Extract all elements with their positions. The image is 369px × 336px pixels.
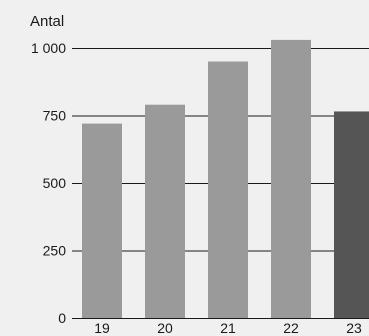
y-axis-tick-labels: 0 250 500 750 1 000 [31,40,66,326]
x-tick-label-19: 19 [94,320,110,336]
x-tick-label-21: 21 [220,320,236,336]
bar-22 [271,39,311,319]
y-tick-label-250: 250 [43,243,67,259]
y-tick-label-1000: 1 000 [31,40,66,56]
x-tick-label-22: 22 [283,320,299,336]
bars [82,39,369,319]
bar-19 [82,123,122,318]
bar-23 [334,111,369,318]
x-tick-label-20: 20 [157,320,173,336]
y-tick-label-500: 500 [43,175,67,191]
x-axis-tick-labels: 19 20 21 22 23 [94,320,362,336]
y-tick-label-0: 0 [58,310,66,326]
x-tick-label-23: 23 [346,320,362,336]
y-tick-label-750: 750 [43,108,67,124]
y-axis-title: Antal [30,13,64,30]
bar-20 [145,104,185,318]
bar-21 [208,61,248,318]
